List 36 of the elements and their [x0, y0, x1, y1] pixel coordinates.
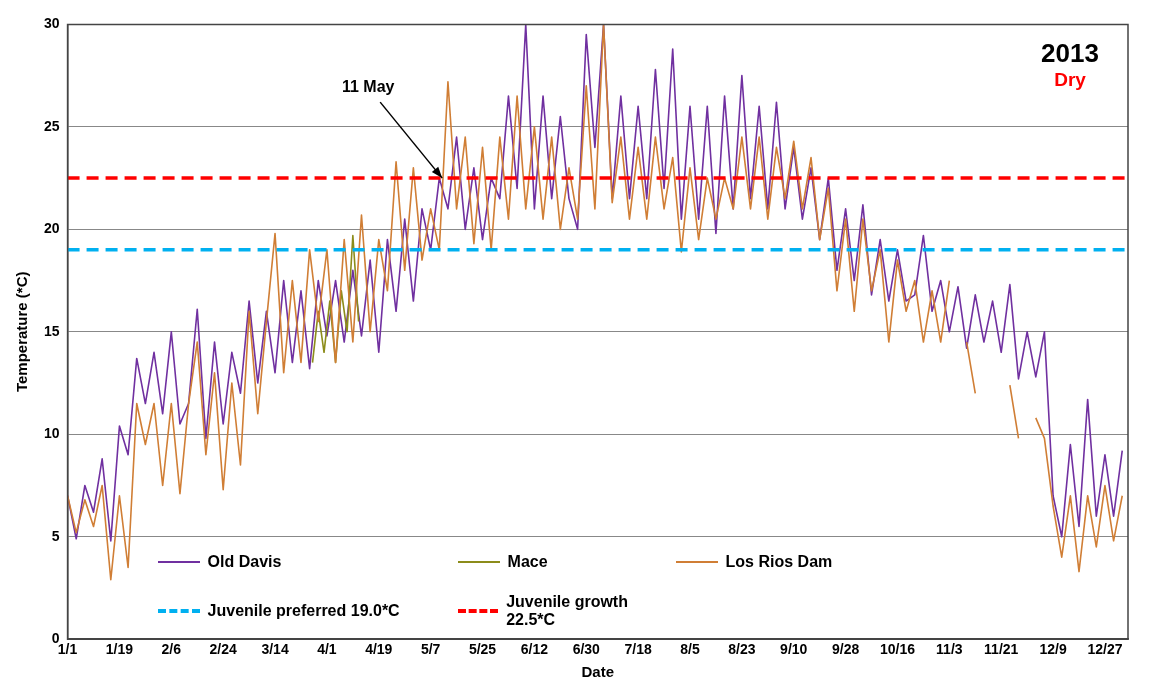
y-tick-label: 15 [43, 322, 60, 339]
legend-label: Juvenile preferred 19.0*C [207, 602, 400, 621]
x-tick-label: 3/14 [261, 641, 289, 658]
x-tick-label: 5/7 [420, 641, 441, 658]
legend-label: Old Davis [207, 553, 282, 572]
x-axis-title: Date [581, 663, 615, 681]
x-tick-label: 11/3 [936, 641, 963, 658]
x-tick-label: 12/27 [1087, 641, 1123, 658]
x-tick-label: 6/12 [520, 641, 549, 658]
x-tick-label: 9/10 [780, 641, 808, 658]
y-tick-label: 5 [51, 527, 60, 544]
x-tick-label: 12/9 [1039, 641, 1067, 658]
x-tick-label: 6/30 [572, 641, 601, 658]
x-tick-label: 1/19 [105, 641, 134, 658]
y-tick-label: 20 [43, 220, 60, 237]
y-tick-label: 30 [43, 15, 60, 32]
x-tick-label: 2/6 [161, 641, 182, 658]
annotation: Dry [1054, 69, 1087, 91]
legend-label: Los Rios Dam [725, 553, 833, 572]
x-tick-label: 4/1 [317, 641, 337, 658]
x-tick-label: 11/21 [984, 641, 1019, 658]
y-tick-label: 10 [43, 425, 60, 442]
x-tick-label: 8/5 [680, 641, 700, 658]
y-axis-title: Temperature (*C) [13, 271, 31, 393]
x-tick-label: 4/19 [365, 641, 393, 658]
annotation: 11 May [341, 78, 395, 96]
annotation: 2013 [1041, 38, 1099, 69]
y-tick-label: 25 [43, 117, 60, 134]
x-tick-label: 5/25 [468, 641, 497, 658]
legend-label: Mace [507, 553, 548, 572]
x-tick-label: 8/23 [728, 641, 756, 658]
x-tick-label: 7/18 [624, 641, 652, 658]
x-tick-label: 2/24 [209, 641, 238, 658]
legend-label: Juvenile growth 22.5*C [506, 593, 629, 630]
x-tick-label: 10/16 [879, 641, 916, 658]
x-tick-label: 9/28 [831, 641, 860, 658]
